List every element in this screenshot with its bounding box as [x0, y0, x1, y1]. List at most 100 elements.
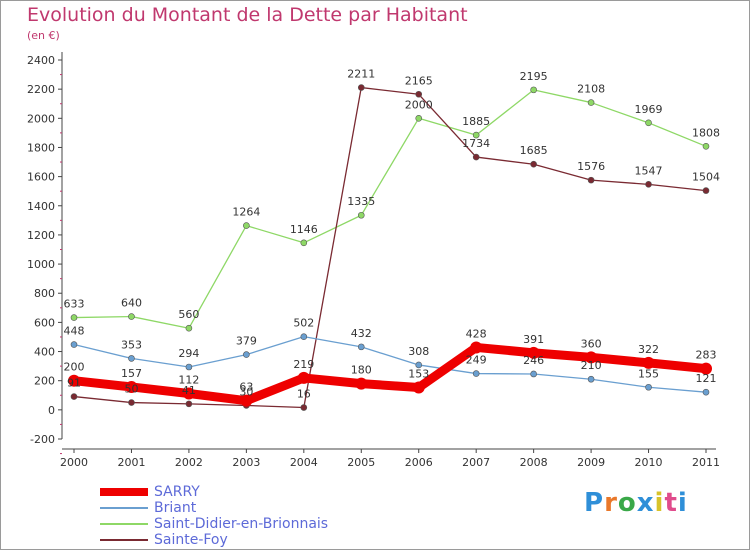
data-point	[240, 394, 253, 407]
data-label: 200	[64, 361, 85, 374]
data-point	[128, 399, 135, 406]
data-label: 1734	[462, 137, 490, 150]
x-tick-label: 2011	[692, 456, 720, 469]
y-tick-label: 1200	[27, 229, 55, 242]
data-label: 360	[581, 337, 602, 350]
data-point	[185, 363, 193, 371]
data-point	[530, 86, 537, 94]
logo-letter: P	[584, 488, 605, 518]
data-label: 560	[178, 308, 199, 321]
data-label: 1547	[635, 164, 663, 177]
chart-title: Evolution du Montant de la Dette par Hab…	[27, 4, 468, 26]
data-point	[243, 222, 250, 229]
data-point	[300, 333, 308, 340]
legend-swatch-sarry	[100, 488, 148, 496]
data-point	[300, 239, 308, 247]
y-tick-label: 2000	[27, 112, 55, 125]
y-tick-label: 2400	[27, 54, 55, 67]
data-point	[357, 84, 365, 91]
logo-letter: i	[654, 488, 665, 518]
data-label: 1576	[577, 160, 605, 173]
data-point	[185, 324, 193, 332]
y-tick-label: 2200	[27, 83, 55, 96]
data-label: 1685	[520, 144, 548, 157]
y-tick-label: 200	[34, 375, 55, 388]
data-point	[128, 355, 135, 362]
series-line-saint-didier-en-brionnais	[73, 89, 707, 329]
data-label: 30	[239, 385, 253, 398]
data-point	[587, 176, 595, 184]
x-tick-label: 2006	[405, 456, 433, 469]
y-tick-label: 0	[48, 404, 55, 417]
y-tick-label: -200	[30, 433, 55, 446]
data-point	[587, 99, 595, 106]
data-label: 1264	[232, 206, 260, 219]
data-label: 1808	[692, 126, 720, 139]
data-label: 155	[638, 367, 659, 380]
data-point	[702, 142, 710, 150]
data-label: 91	[67, 377, 81, 390]
data-point	[357, 211, 365, 219]
data-point	[645, 383, 652, 391]
x-tick-label: 2004	[290, 456, 318, 469]
data-label: 633	[64, 298, 85, 311]
data-point	[415, 361, 423, 369]
proxiti-logo: Proxiti	[584, 488, 688, 518]
x-tick-label: 2008	[520, 456, 548, 469]
data-point	[470, 341, 483, 354]
x-tick-label: 2007	[462, 456, 490, 469]
data-point	[472, 131, 480, 139]
data-label: 1885	[462, 115, 490, 128]
data-label: 432	[351, 327, 372, 340]
data-label: 41	[182, 384, 196, 397]
legend-swatch-saint-didier	[100, 523, 148, 525]
data-label: 1335	[347, 195, 375, 208]
data-label: 16	[297, 388, 311, 401]
data-point	[527, 346, 540, 359]
data-point	[185, 400, 193, 408]
x-tick-label: 2005	[347, 456, 375, 469]
legend-label-sainte-foy: Sainte-Foy	[154, 532, 228, 548]
data-label: 2165	[405, 74, 433, 87]
data-label: 308	[408, 345, 429, 358]
logo-letter: t	[664, 488, 678, 518]
data-label: 448	[64, 325, 85, 338]
data-label: 640	[121, 297, 142, 310]
legend-label-briant: Briant	[154, 500, 197, 516]
y-tick-label: 800	[34, 287, 55, 300]
chart-subtitle: (en €)	[27, 29, 60, 42]
legend-swatch-briant	[100, 507, 148, 509]
y-tick-label: 600	[34, 316, 55, 329]
data-label: 180	[351, 364, 372, 377]
y-tick-label: 1800	[27, 141, 55, 154]
series-line-sainte-foy	[73, 86, 707, 409]
data-label: 294	[178, 347, 199, 360]
data-point	[243, 351, 250, 358]
data-point	[125, 380, 138, 393]
data-point	[415, 90, 423, 98]
data-label: 353	[121, 338, 142, 351]
data-point	[68, 374, 80, 387]
x-tick-label: 2001	[117, 456, 145, 469]
data-label: 322	[638, 343, 659, 356]
data-point	[70, 314, 78, 321]
data-label: 2211	[347, 68, 375, 81]
data-point	[645, 181, 652, 188]
data-label: 50	[124, 383, 138, 396]
x-tick-label: 2000	[60, 456, 88, 469]
y-tick-label: 1400	[27, 200, 55, 213]
data-label: 283	[696, 349, 717, 362]
data-point	[530, 370, 537, 378]
data-point	[300, 404, 308, 411]
series-line-briant	[73, 336, 707, 393]
x-tick-label: 2002	[175, 456, 203, 469]
data-point	[585, 351, 598, 364]
data-label: 157	[121, 367, 142, 380]
legend-label-sarry: SARRY	[154, 484, 200, 500]
data-point	[645, 119, 652, 127]
data-point	[70, 393, 78, 400]
y-tick-label: 400	[34, 346, 55, 359]
x-tick-label: 2009	[577, 456, 605, 469]
